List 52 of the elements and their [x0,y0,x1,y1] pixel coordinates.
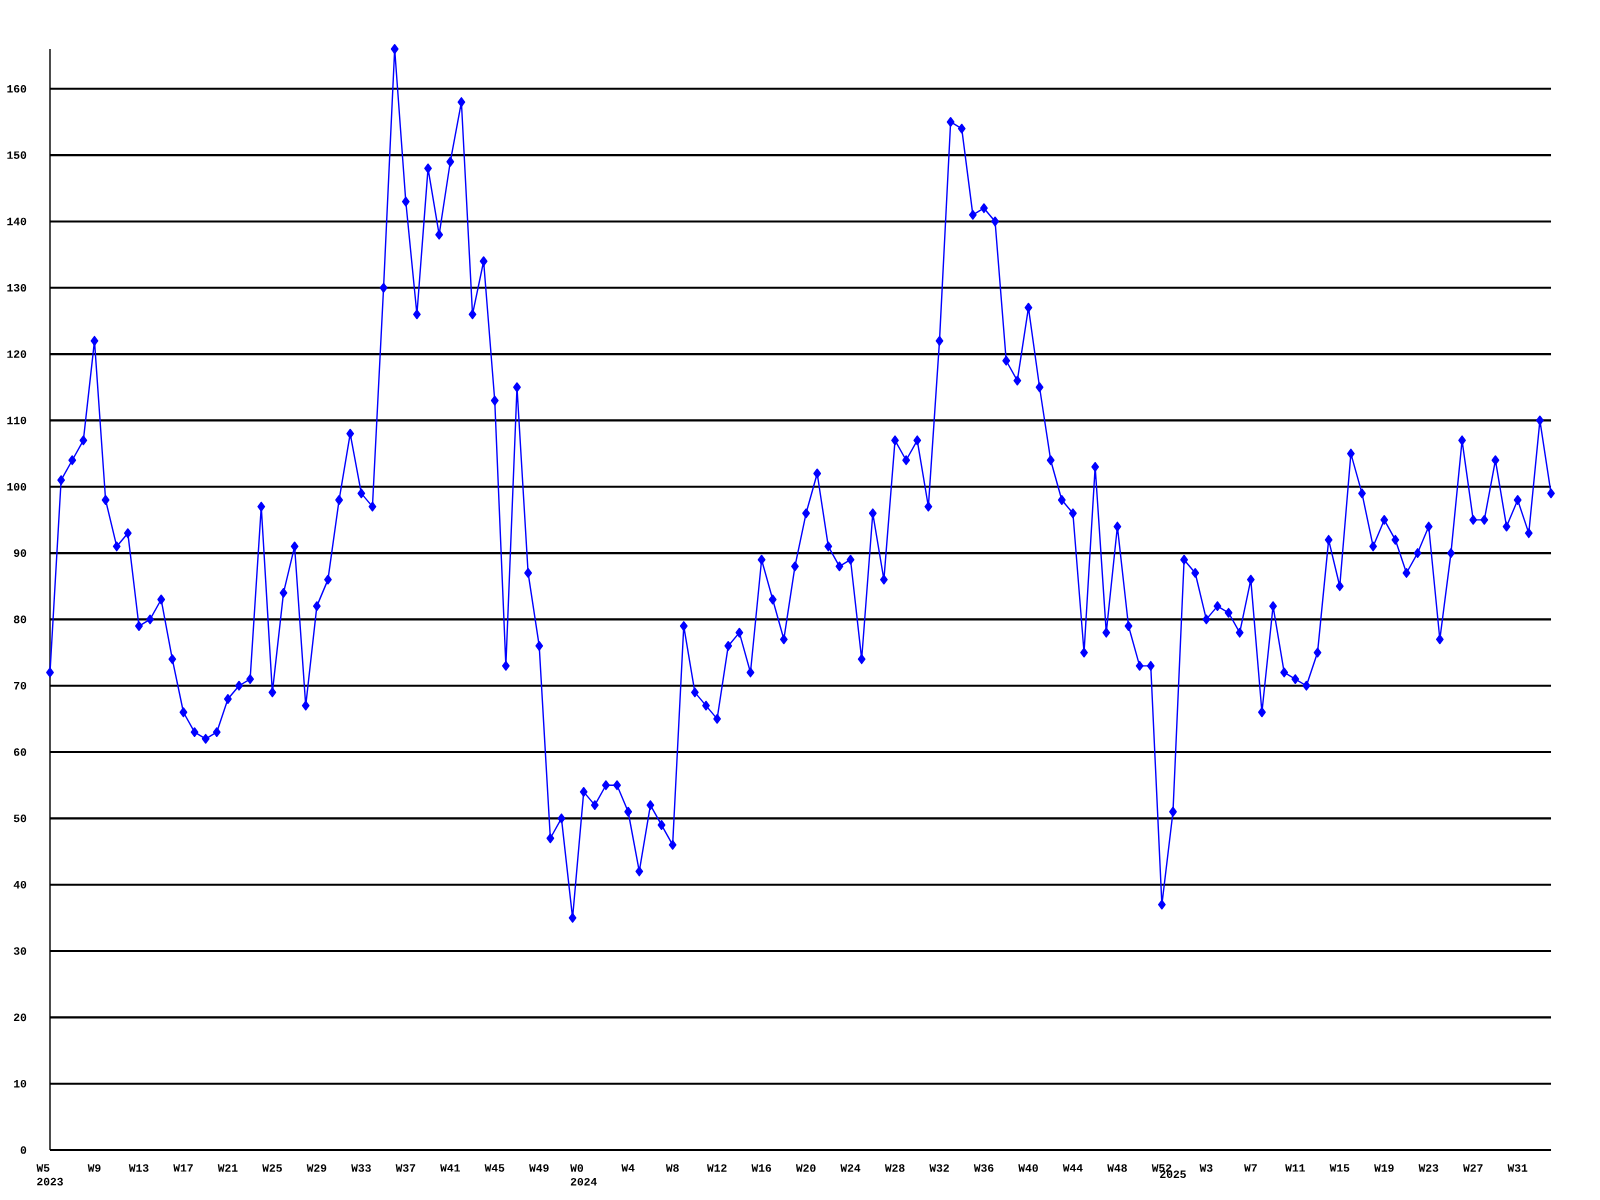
y-tick-label: 20 [13,1013,27,1022]
y-tick-label: 90 [13,549,27,557]
y-tick-label: 160 [7,85,27,93]
y-tick-label: 150 [7,151,27,159]
y-tick-label: 30 [13,947,27,955]
y-tick-label: 0 [20,1146,27,1154]
x-tick-label: W27 [1463,1164,1483,1172]
x-tick-label: W48 [1107,1164,1127,1172]
x-tick-label: W41 [440,1164,460,1172]
x-tick-label: W44 [1062,1164,1083,1172]
y-tick-label: 120 [7,350,27,358]
y-tick-label: 50 [13,814,27,823]
x-tick-label: W31 [1507,1164,1528,1172]
x-tick-label: 2025 [1160,1170,1186,1179]
x-tick-label: W3 [1199,1164,1213,1172]
x-tick-label: W21 [217,1164,238,1172]
x-tick-label: W4 [621,1164,635,1172]
x-tick-label: W15 [1329,1164,1350,1172]
x-tick-label: W52 [1151,1164,1172,1172]
x-tick-label: W29 [306,1164,327,1172]
y-tick-label: 110 [7,416,27,425]
x-tick-label: W45 [484,1164,505,1172]
y-tick-label: 140 [7,217,27,226]
x-tick-label: W24 [840,1164,861,1172]
x-tick-label: W36 [973,1164,994,1172]
x-tick-label: W49 [529,1164,549,1172]
y-tick-label: 80 [13,615,27,624]
x-tick-label: W28 [884,1164,905,1172]
x-tick-label: W16 [751,1164,772,1172]
x-tick-label: W9 [87,1164,101,1172]
x-tick-label: W5 2023 [36,1164,63,1186]
x-tick-label: W33 [351,1164,371,1172]
x-tick-label: W8 [665,1164,679,1172]
y-tick-label: 10 [14,1079,27,1088]
x-tick-label: W32 [929,1164,949,1172]
x-tick-label: W19 [1374,1164,1394,1172]
x-tick-label: W12 [707,1164,727,1172]
x-tick-label: W25 [262,1164,282,1172]
x-tick-label: W40 [1018,1164,1038,1172]
y-tick-label: 70 [14,681,27,690]
y-tick-label: 100 [7,482,27,491]
x-tick-label: W7 [1244,1164,1257,1172]
x-tick-label: W11 [1285,1164,1305,1172]
x-tick-label: W37 [395,1164,416,1172]
x-tick-label: W20 [795,1164,816,1172]
y-tick-label: 60 [13,748,27,756]
y-tick-label: 130 [7,283,27,292]
x-tick-label: W23 [1418,1164,1439,1172]
x-tick-label: W13 [128,1164,149,1172]
x-tick-label: W17 [173,1164,193,1172]
y-tick-label: 40 [13,880,27,889]
x-tick-label: W0 2024 [570,1164,597,1186]
